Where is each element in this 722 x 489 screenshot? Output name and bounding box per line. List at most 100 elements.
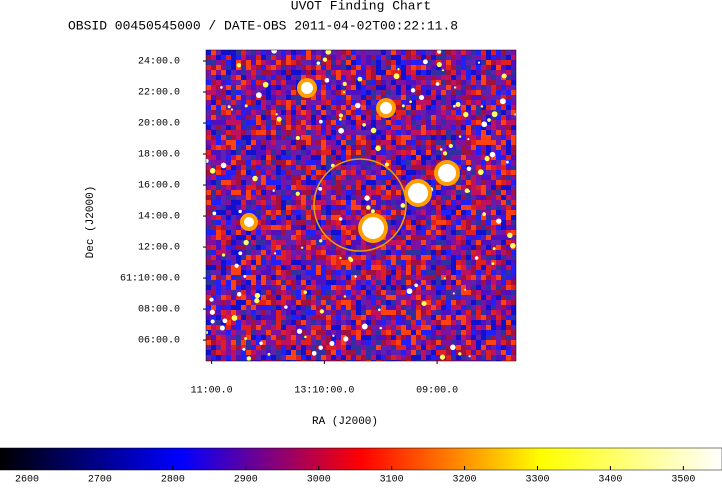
pixel bbox=[426, 255, 431, 260]
pixel bbox=[396, 135, 401, 140]
pixel bbox=[451, 325, 456, 330]
pixel bbox=[401, 290, 406, 295]
pixel bbox=[371, 280, 376, 285]
pixel bbox=[356, 160, 361, 165]
pixel bbox=[321, 140, 326, 145]
pixel bbox=[246, 150, 251, 155]
pixel bbox=[226, 180, 231, 185]
pixel bbox=[256, 150, 261, 155]
pixel bbox=[311, 220, 316, 225]
pixel bbox=[441, 190, 446, 195]
pixel bbox=[391, 120, 396, 125]
pixel bbox=[321, 85, 326, 90]
pixel bbox=[496, 330, 501, 335]
pixel bbox=[301, 320, 306, 325]
pixel bbox=[316, 245, 321, 250]
pixel bbox=[381, 55, 386, 60]
pixel bbox=[506, 205, 511, 210]
pixel bbox=[226, 230, 231, 235]
pixel bbox=[391, 125, 396, 130]
pixel bbox=[296, 230, 301, 235]
pixel bbox=[241, 65, 246, 70]
pixel bbox=[341, 230, 346, 235]
pixel bbox=[271, 235, 276, 240]
pixel bbox=[436, 295, 441, 300]
pixel bbox=[431, 65, 436, 70]
pixel bbox=[476, 300, 481, 305]
pixel bbox=[241, 110, 246, 115]
pixel bbox=[251, 330, 256, 335]
pixel bbox=[491, 155, 496, 160]
pixel bbox=[321, 340, 326, 345]
pixel bbox=[241, 320, 246, 325]
pixel bbox=[326, 70, 331, 75]
pixel bbox=[206, 345, 211, 350]
pixel bbox=[496, 80, 501, 85]
pixel bbox=[496, 360, 501, 361]
pixel bbox=[421, 55, 426, 60]
pixel bbox=[246, 135, 251, 140]
pixel bbox=[491, 135, 496, 140]
pixel bbox=[371, 105, 376, 110]
pixel bbox=[371, 65, 376, 70]
pixel bbox=[281, 100, 286, 105]
pixel bbox=[471, 310, 476, 315]
pixel bbox=[281, 250, 286, 255]
pixel bbox=[321, 115, 326, 120]
pixel bbox=[481, 275, 486, 280]
pixel bbox=[331, 360, 336, 361]
pixel bbox=[271, 70, 276, 75]
pixel bbox=[281, 90, 286, 95]
pixel bbox=[506, 230, 511, 235]
pixel bbox=[346, 70, 351, 75]
pixel bbox=[501, 360, 506, 361]
pixel bbox=[486, 190, 491, 195]
pixel bbox=[211, 340, 216, 345]
pixel bbox=[316, 350, 321, 355]
pixel bbox=[406, 325, 411, 330]
pixel bbox=[206, 85, 211, 90]
pixel bbox=[256, 225, 261, 230]
pixel bbox=[406, 70, 411, 75]
pixel bbox=[321, 120, 326, 125]
pixel bbox=[426, 90, 431, 95]
pixel bbox=[506, 130, 511, 135]
pixel bbox=[451, 335, 456, 340]
pixel bbox=[286, 245, 291, 250]
pixel bbox=[226, 215, 231, 220]
pixel bbox=[316, 75, 321, 80]
pixel bbox=[371, 85, 376, 90]
pixel bbox=[426, 265, 431, 270]
pixel bbox=[461, 85, 466, 90]
pixel bbox=[296, 150, 301, 155]
pixel bbox=[366, 270, 371, 275]
pixel bbox=[306, 245, 311, 250]
pixel bbox=[486, 225, 491, 230]
pixel bbox=[301, 230, 306, 235]
pixel bbox=[211, 285, 216, 290]
pixel bbox=[211, 110, 216, 115]
pixel bbox=[316, 90, 321, 95]
pixel bbox=[321, 135, 326, 140]
pixel bbox=[486, 200, 491, 205]
pixel bbox=[301, 235, 306, 240]
pixel bbox=[256, 155, 261, 160]
pixel bbox=[481, 55, 486, 60]
pixel bbox=[326, 285, 331, 290]
pixel bbox=[386, 255, 391, 260]
pixel bbox=[426, 280, 431, 285]
pixel bbox=[371, 205, 376, 210]
pixel bbox=[381, 155, 386, 160]
pixel bbox=[451, 185, 456, 190]
pixel bbox=[501, 210, 506, 215]
pixel bbox=[481, 105, 486, 110]
pixel bbox=[281, 65, 286, 70]
pixel bbox=[421, 70, 426, 75]
pixel bbox=[486, 205, 491, 210]
pixel bbox=[436, 130, 441, 135]
pixel bbox=[311, 140, 316, 145]
pixel bbox=[431, 210, 436, 215]
pixel bbox=[276, 310, 281, 315]
pixel bbox=[216, 305, 221, 310]
pixel bbox=[271, 75, 276, 80]
